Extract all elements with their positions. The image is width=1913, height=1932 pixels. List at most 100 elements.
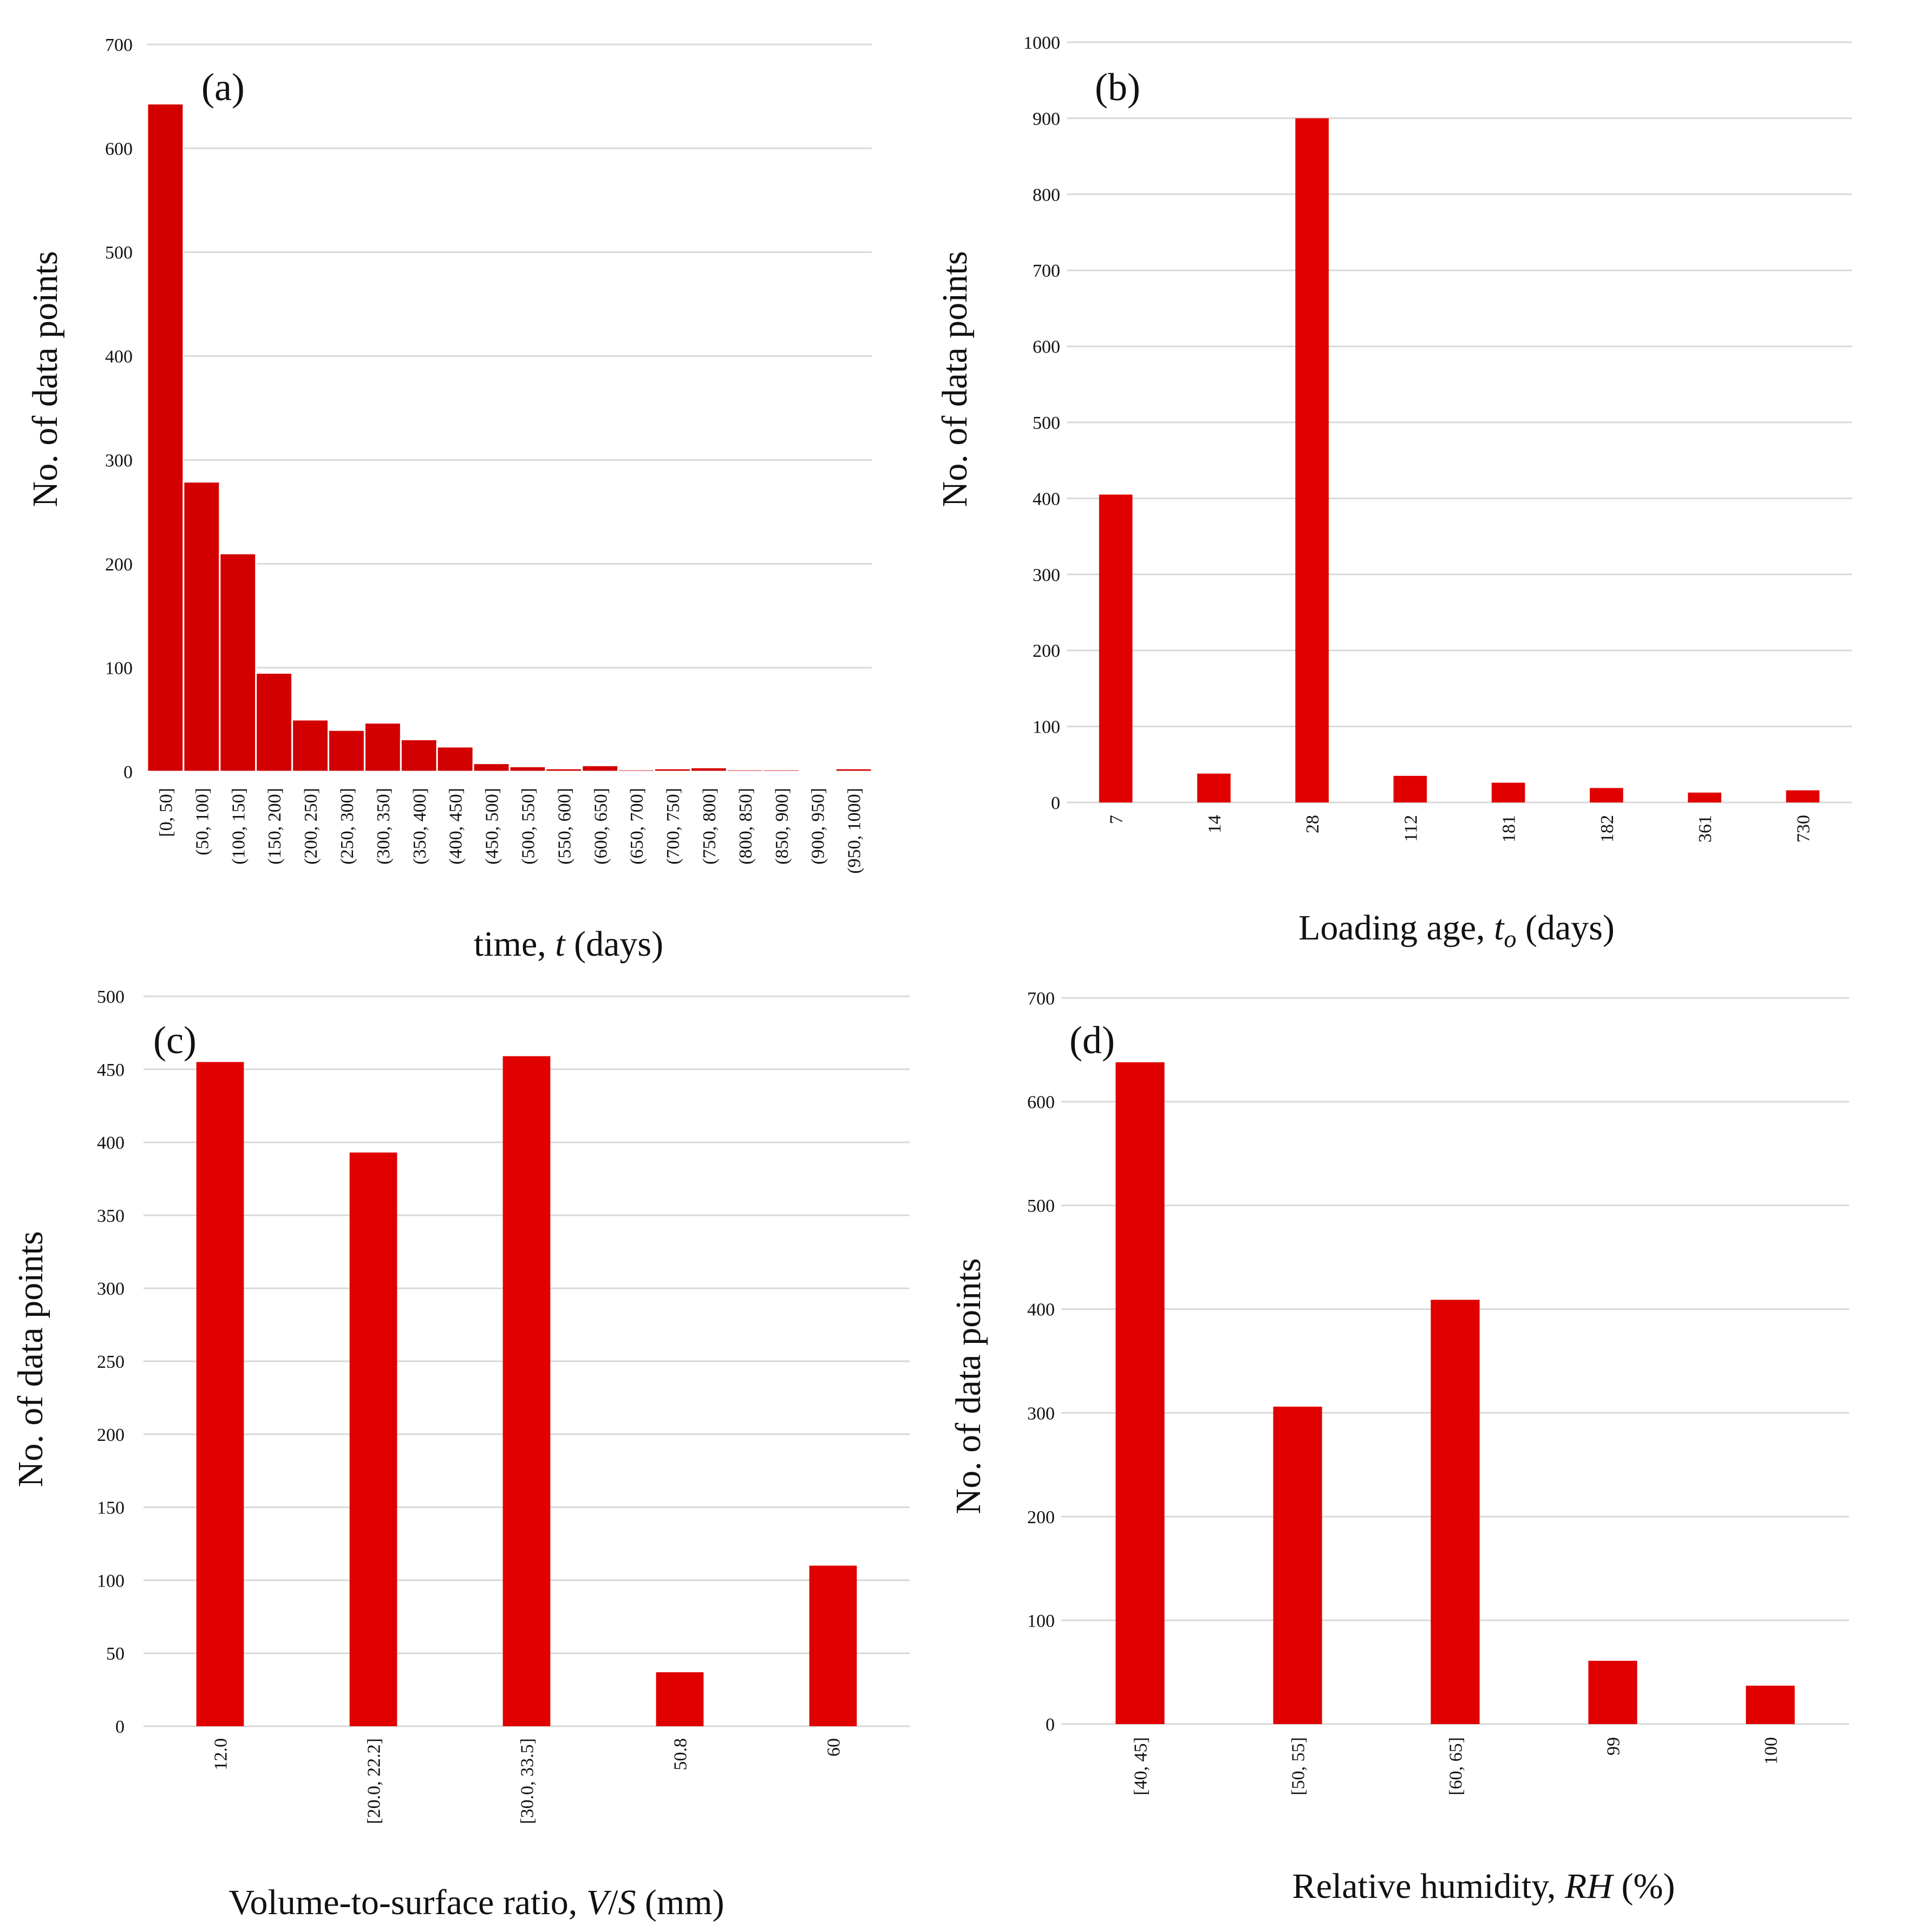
panel-d-bars	[1115, 1062, 1795, 1724]
panel-a-label: (a)	[201, 66, 245, 109]
panel-d-relative-humidity: (d) No. of data points Relative humidity…	[949, 989, 1849, 1906]
panel-a-xlabel-prefix: time,	[474, 924, 555, 964]
panel-b-xlabel-variable: t	[1494, 908, 1505, 948]
panel-d-xtick-label: 99	[1604, 1737, 1624, 1755]
panel-a-xtick-label: (500, 550]	[518, 788, 538, 865]
panel-b-ytick-label: 500	[1033, 413, 1060, 433]
panel-b-label: (b)	[1095, 66, 1140, 109]
panel-b-loading-age: (b) No. of data points Loading age, to (…	[935, 33, 1852, 952]
panel-a-bar	[291, 719, 329, 773]
panel-a-bar	[617, 768, 656, 773]
panel-b-xtick-label: 181	[1499, 815, 1519, 843]
panel-a-ytick-label: 600	[105, 139, 133, 159]
panel-c-ytick-label: 500	[97, 987, 125, 1007]
panel-d-bar	[1273, 1406, 1322, 1724]
panel-d-y-ticks: 0 100 200 300 400 500 600 700	[1027, 989, 1055, 1735]
panel-a-bar	[255, 672, 293, 773]
panel-c-bar	[502, 1056, 551, 1726]
panel-a-ytick-label: 400	[105, 347, 133, 367]
panel-b-ytick-label: 300	[1033, 565, 1060, 585]
panel-c-xlabel-unit: (mm)	[636, 1883, 724, 1922]
panel-a-ytick-label: 500	[105, 243, 133, 263]
panel-a-bar	[436, 746, 474, 773]
panel-c-x-ticks: 12.0 [20.0, 22.2] [30.0, 33.5] 50.8 60	[211, 1738, 844, 1824]
panel-a-bar	[182, 481, 221, 773]
panel-a-xtick-label: (550, 600]	[554, 788, 574, 865]
panel-d-ytick-label: 600	[1027, 1093, 1055, 1113]
panel-a-xlabel-unit: (days)	[565, 924, 663, 964]
panel-c-ytick-label: 200	[97, 1425, 125, 1445]
panel-a-ytick-label: 0	[123, 762, 133, 782]
panel-a-xtick-label: (800, 850]	[736, 788, 756, 865]
panel-a-xtick-label: (150, 200]	[265, 788, 285, 865]
panel-a-xtick-label: (700, 750]	[663, 788, 683, 865]
panel-b-bar	[1099, 494, 1133, 802]
panel-a-bars	[146, 102, 873, 773]
panel-a-bar	[146, 102, 185, 773]
panel-b-xlabel-subscript: o	[1504, 925, 1516, 952]
panel-b-bar	[1295, 118, 1329, 802]
panel-d-ytick-label: 700	[1027, 989, 1055, 1009]
panel-b-y-ticks: 0 100 200 300 400 500 600 700 800 900 1000	[1023, 33, 1060, 813]
panel-b-ytick-label: 400	[1033, 489, 1060, 509]
panel-b-x-ticks: 7 14 28 112 181 182 361 730	[1107, 815, 1814, 843]
panel-a-xtick-label: (750, 800]	[700, 788, 720, 865]
panel-b-xtick-label: 730	[1793, 815, 1813, 843]
panel-b-bar	[1590, 788, 1623, 802]
panel-c-bar	[349, 1152, 397, 1726]
panel-a-bar	[798, 769, 837, 773]
panel-a-xtick-label: (450, 500]	[482, 788, 502, 865]
panel-b-xtick-label: 112	[1401, 815, 1421, 842]
panel-d-xtick-label: 100	[1761, 1737, 1781, 1765]
panel-a-bar	[834, 767, 873, 773]
panel-c-ytick-label: 150	[97, 1498, 125, 1518]
panel-d-bar	[1746, 1686, 1795, 1724]
panel-d-xlabel-prefix: Relative humidity,	[1292, 1866, 1565, 1906]
panel-b-xlabel-unit: (days)	[1516, 908, 1614, 948]
panel-d-xtick-label: [50, 55]	[1289, 1737, 1309, 1796]
panel-a-xtick-label: [0, 50]	[156, 788, 176, 837]
panel-c-xtick-label: 12.0	[211, 1738, 231, 1771]
panel-c-ylabel: No. of data points	[11, 1231, 50, 1487]
panel-c-bar	[196, 1062, 244, 1726]
panel-c-ytick-label: 0	[115, 1717, 125, 1737]
panel-a-xtick-label: (950, 1000]	[845, 788, 865, 874]
panel-d-ytick-label: 400	[1027, 1300, 1055, 1320]
panel-a-bar	[581, 764, 619, 773]
panel-a-xlabel: time, t (days)	[474, 924, 663, 964]
panel-b-bars	[1099, 118, 1820, 802]
panel-b-gridlines	[1067, 41, 1852, 804]
panel-c-xlabel: Volume-to-surface ratio, V/S (mm)	[228, 1883, 724, 1922]
panel-a-time-histogram: (a) No. of data points time, t (days) 0 1…	[25, 35, 873, 964]
panel-a-bar	[690, 766, 728, 773]
panel-a-gridlines	[147, 43, 872, 773]
panel-b-ytick-label: 100	[1033, 717, 1060, 737]
panel-a-bar	[545, 767, 583, 773]
panel-d-xlabel-variable: RH	[1564, 1866, 1614, 1906]
panel-a-ytick-label: 200	[105, 554, 133, 575]
panel-a-xtick-label: (250, 300]	[337, 788, 357, 865]
panel-b-xtick-label: 182	[1597, 815, 1617, 843]
panel-c-bar	[656, 1672, 704, 1726]
panel-b-ytick-label: 200	[1033, 641, 1060, 661]
panel-a-xtick-label: (400, 450]	[446, 788, 466, 865]
panel-d-xlabel: Relative humidity, RH (%)	[1292, 1866, 1675, 1906]
panel-c-ytick-label: 300	[97, 1279, 125, 1299]
panel-a-y-ticks: 0 100 200 300 400 500 600 700	[105, 35, 133, 782]
panel-b-ytick-label: 0	[1051, 793, 1060, 813]
panel-d-ytick-label: 0	[1046, 1715, 1055, 1735]
panel-a-bar	[654, 767, 691, 773]
panel-a-ytick-label: 100	[105, 658, 133, 678]
panel-a-xtick-label: (850, 900]	[772, 788, 792, 865]
panel-b-xtick-label: 7	[1107, 815, 1127, 824]
panel-c-xtick-label: [20.0, 22.2]	[364, 1738, 384, 1824]
panel-d-bar	[1431, 1300, 1480, 1724]
panel-c-ytick-label: 250	[97, 1352, 125, 1372]
panel-b-xtick-label: 28	[1303, 815, 1323, 833]
panel-a-xlabel-variable: t	[555, 924, 566, 964]
panel-b-ytick-label: 700	[1033, 261, 1060, 281]
panel-c-ytick-label: 50	[106, 1644, 125, 1664]
panel-c-xtick-label: 60	[824, 1738, 844, 1757]
panel-b-ytick-label: 900	[1033, 109, 1060, 129]
panel-b-bar	[1688, 792, 1721, 802]
